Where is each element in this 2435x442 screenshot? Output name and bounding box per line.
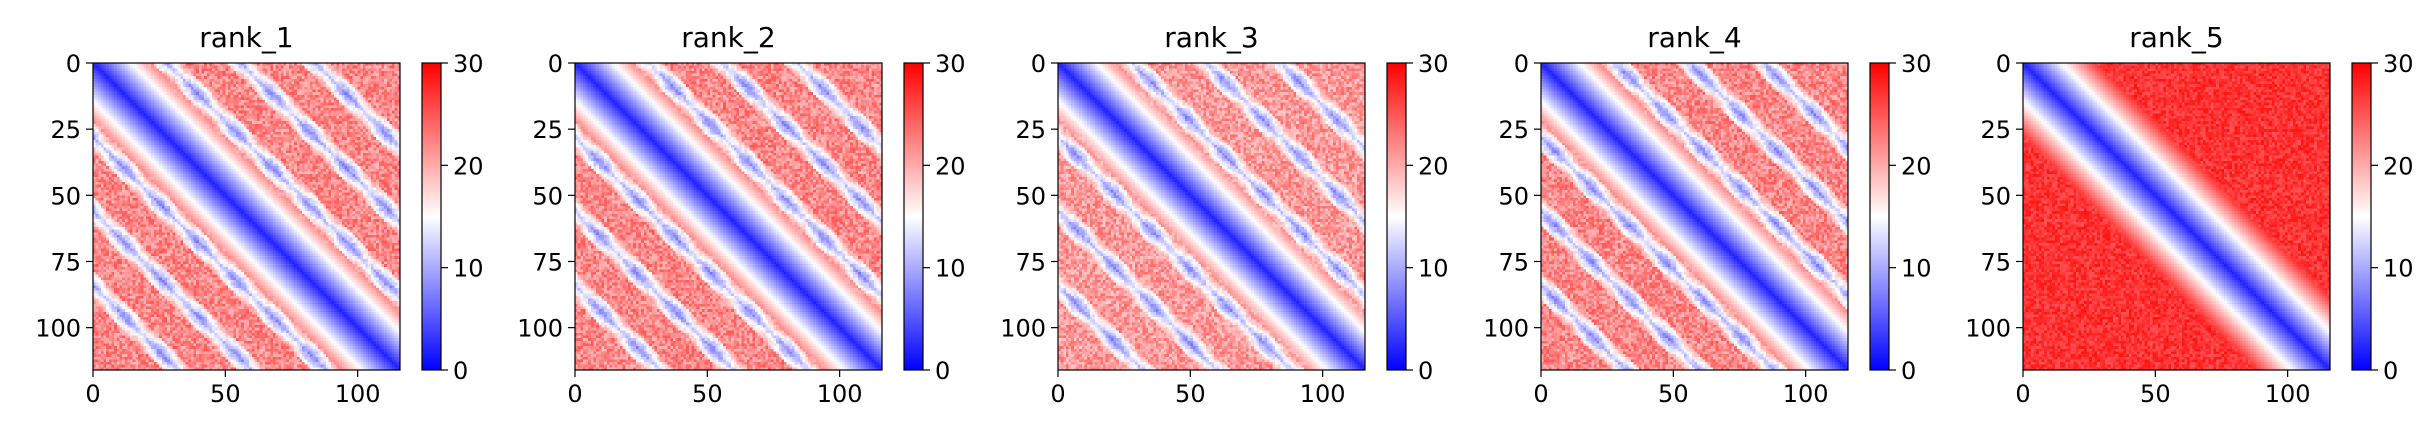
colorbar-tick-label: 20 bbox=[1901, 152, 1932, 180]
y-tick-label: 75 bbox=[1980, 248, 2011, 276]
x-tick-label: 0 bbox=[2015, 380, 2030, 408]
colorbar-tick-label: 20 bbox=[2383, 152, 2414, 180]
y-tick-label: 75 bbox=[1498, 248, 1529, 276]
y-tick-label: 75 bbox=[1015, 248, 1046, 276]
heatmap-panel-4: rank_4 0 50 100 0 25 50 75 100 0 10 20 30 bbox=[1483, 21, 1931, 408]
y-tick-label: 50 bbox=[532, 182, 563, 210]
heatmap-cells bbox=[1541, 63, 1848, 370]
heatmap-panel-5: rank_5 0 50 100 0 25 50 75 100 0 10 20 30 bbox=[1965, 21, 2413, 408]
heatmap-cells bbox=[2023, 63, 2330, 370]
colorbar-tick-label: 10 bbox=[1901, 255, 1932, 283]
x-tick-label: 0 bbox=[567, 380, 582, 408]
heatmap-cells bbox=[93, 63, 400, 370]
x-tick-label: 50 bbox=[692, 380, 723, 408]
colorbar bbox=[1870, 63, 1889, 370]
y-tick-label: 50 bbox=[1980, 182, 2011, 210]
heatmap-cells bbox=[575, 63, 882, 370]
colorbar-tick-label: 20 bbox=[935, 152, 966, 180]
chart-title: rank_1 bbox=[199, 21, 293, 54]
x-tick-label: 100 bbox=[1783, 380, 1829, 408]
chart-title: rank_4 bbox=[1647, 21, 1741, 54]
y-tick-label: 25 bbox=[1015, 116, 1046, 144]
y-tick-label: 100 bbox=[517, 315, 563, 343]
x-tick-label: 100 bbox=[2265, 380, 2311, 408]
x-tick-label: 100 bbox=[817, 380, 863, 408]
colorbar-tick-label: 30 bbox=[1901, 50, 1932, 78]
y-tick-label: 0 bbox=[1996, 50, 2011, 78]
y-tick-label: 25 bbox=[1980, 116, 2011, 144]
chart-title: rank_3 bbox=[1164, 21, 1258, 54]
colorbar-tick-label: 30 bbox=[1418, 50, 1449, 78]
x-tick-label: 0 bbox=[1533, 380, 1548, 408]
colorbar-tick-label: 0 bbox=[2383, 357, 2398, 385]
y-tick-label: 75 bbox=[50, 248, 81, 276]
colorbar bbox=[422, 63, 441, 370]
x-tick-label: 50 bbox=[210, 380, 241, 408]
colorbar-tick-label: 20 bbox=[453, 152, 484, 180]
colorbar-tick-label: 0 bbox=[453, 357, 468, 385]
colorbar-tick-label: 10 bbox=[453, 255, 484, 283]
colorbar-tick-label: 0 bbox=[1418, 357, 1433, 385]
colorbar-tick-label: 30 bbox=[453, 50, 484, 78]
y-tick-label: 100 bbox=[1965, 315, 2011, 343]
y-tick-label: 50 bbox=[1015, 182, 1046, 210]
heatmap-panel-1: rank_1 0 50 100 0 25 50 75 100 0 10 20 30 bbox=[35, 21, 483, 408]
y-tick-label: 0 bbox=[66, 50, 81, 78]
x-tick-label: 50 bbox=[1175, 380, 1206, 408]
x-tick-label: 100 bbox=[1300, 380, 1346, 408]
y-tick-label: 75 bbox=[532, 248, 563, 276]
x-tick-label: 100 bbox=[335, 380, 381, 408]
heatmap-panel-3: rank_3 0 50 100 0 25 50 75 100 0 10 20 30 bbox=[1000, 21, 1448, 408]
y-tick-label: 0 bbox=[548, 50, 563, 78]
y-tick-label: 100 bbox=[1000, 315, 1046, 343]
y-tick-label: 50 bbox=[50, 182, 81, 210]
colorbar bbox=[904, 63, 923, 370]
colorbar-tick-label: 10 bbox=[935, 255, 966, 283]
y-tick-label: 25 bbox=[532, 116, 563, 144]
colorbar-tick-label: 0 bbox=[1901, 357, 1916, 385]
y-tick-label: 25 bbox=[1498, 116, 1529, 144]
colorbar-tick-label: 0 bbox=[935, 357, 950, 385]
colorbar-tick-label: 30 bbox=[935, 50, 966, 78]
y-tick-label: 0 bbox=[1031, 50, 1046, 78]
y-tick-label: 100 bbox=[35, 315, 81, 343]
colorbar-tick-label: 20 bbox=[1418, 152, 1449, 180]
heatmap-panel-2: rank_2 0 50 100 0 25 50 75 100 0 10 20 30 bbox=[517, 21, 965, 408]
x-tick-label: 50 bbox=[1658, 380, 1689, 408]
x-tick-label: 0 bbox=[1050, 380, 1065, 408]
chart-title: rank_5 bbox=[2129, 21, 2223, 54]
colorbar-tick-label: 10 bbox=[2383, 255, 2414, 283]
y-tick-label: 25 bbox=[50, 116, 81, 144]
y-tick-label: 0 bbox=[1514, 50, 1529, 78]
x-tick-label: 50 bbox=[2140, 380, 2171, 408]
colorbar-tick-label: 30 bbox=[2383, 50, 2414, 78]
y-tick-label: 100 bbox=[1483, 315, 1529, 343]
x-tick-label: 0 bbox=[85, 380, 100, 408]
y-tick-label: 50 bbox=[1498, 182, 1529, 210]
colorbar-tick-label: 10 bbox=[1418, 255, 1449, 283]
heatmap-cells bbox=[1058, 63, 1365, 370]
colorbar bbox=[1387, 63, 1406, 370]
chart-title: rank_2 bbox=[681, 21, 775, 54]
colorbar bbox=[2352, 63, 2371, 370]
